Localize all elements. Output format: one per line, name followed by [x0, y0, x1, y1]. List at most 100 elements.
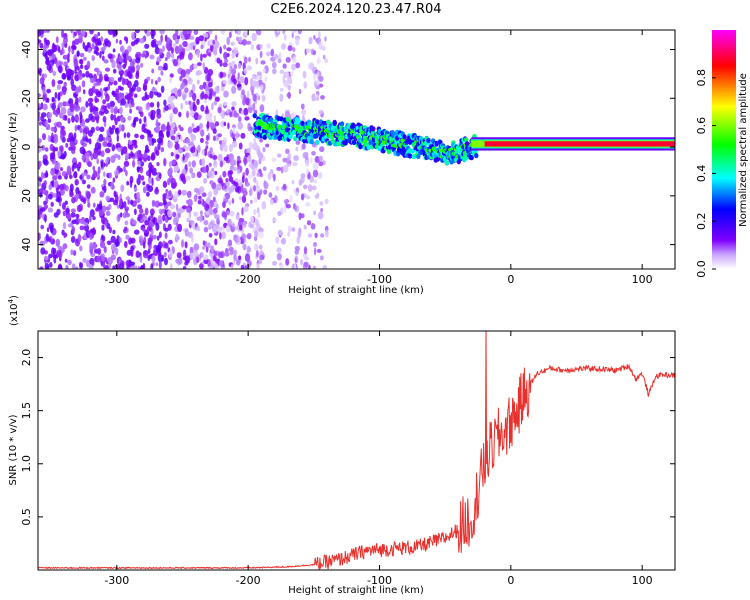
spectrogram-noise-blob: [65, 143, 69, 148]
spectrogram-trace-blob: [343, 140, 348, 146]
spectrogram-noise-blob: [52, 70, 57, 76]
spectrogram-noise-blob: [94, 110, 99, 118]
spectrogram-noise-blob: [228, 67, 232, 76]
spectrogram-noise-blob: [211, 182, 217, 190]
spectrogram-noise-blob: [230, 41, 235, 46]
spectrogram-noise-blob: [196, 79, 200, 85]
spectrogram-noise-blob: [158, 48, 163, 55]
spectrogram-noise-blob: [149, 90, 154, 99]
spectrogram-noise-blob: [212, 207, 218, 214]
spectrogram-noise-blob: [316, 248, 322, 253]
spectrogram-noise-blob: [122, 146, 128, 155]
spectrogram-noise-blob: [198, 263, 204, 269]
spectrogram-noise-blob: [67, 223, 73, 228]
spectrogram-noise-blob: [47, 193, 53, 200]
spectrogram-noise-blob: [162, 214, 166, 222]
spectrogram-noise-blob: [240, 110, 244, 115]
spectrogram-noise-blob: [70, 30, 74, 34]
spectrogram-noise-blob: [108, 172, 112, 179]
spectrogram-noise-blob: [112, 68, 117, 74]
spectrogram-noise-blob: [182, 40, 188, 48]
spectrogram-noise-blob: [175, 154, 180, 159]
spectrogram-noise-blob: [166, 51, 171, 59]
spectrogram-noise-blob: [148, 140, 153, 146]
spectrogram-noise-blob: [283, 164, 289, 173]
spectrogram-noise-blob: [83, 222, 89, 227]
spectrogram-noise-blob: [150, 78, 154, 85]
spectrogram-signal-trace: [252, 112, 675, 166]
spectrogram-noise-blob: [89, 106, 94, 113]
spectrogram-noise-blob: [175, 30, 179, 37]
spectrogram-noise-blob: [44, 255, 49, 261]
spectrogram-noise-blob: [182, 265, 187, 269]
spectrogram-noise-blob: [273, 217, 277, 223]
spectrogram-noise-blob: [322, 264, 328, 269]
spectrogram-noise-blob: [189, 35, 195, 40]
spectrogram-noise-blob: [107, 83, 111, 91]
spectrogram-noise-blob: [185, 68, 191, 75]
spectrogram-noise-blob: [57, 101, 63, 108]
x-tick-label: -200: [236, 574, 261, 587]
spectrogram-noise-blob: [203, 98, 207, 104]
spectrogram-noise-blob: [40, 115, 45, 122]
colorbar-label: Normalized spectral amplitude: [738, 73, 749, 227]
spectrogram-noise-blob: [124, 241, 128, 248]
spectrogram-noise-blob: [231, 101, 237, 107]
spectrogram-noise-blob: [235, 214, 240, 220]
spectrogram-noise-blob: [314, 80, 317, 88]
spectrogram-noise-blob: [133, 39, 139, 45]
spectrogram-noise-blob: [39, 266, 44, 269]
spectrogram-noise-blob: [293, 263, 297, 269]
x-tick-label: 0: [507, 273, 514, 286]
spectrogram-noise-blob: [244, 116, 250, 121]
spectrogram-noise-blob: [156, 40, 162, 46]
spectrogram-noise-blob: [191, 123, 195, 128]
spectrogram-noise-blob: [207, 68, 214, 76]
spectrogram-noise-blob: [305, 162, 310, 167]
spectrogram-noise-blob: [178, 124, 181, 129]
spectrogram-noise-blob: [320, 95, 325, 100]
spectrogram-noise-blob: [53, 135, 59, 144]
spectrogram-noise-blob: [321, 45, 326, 51]
spectrogram-noise-blob: [96, 255, 101, 263]
spectrogram-noise-blob: [100, 36, 104, 42]
spectrogram-noise-blob: [240, 264, 245, 269]
spectrogram-noise-blob: [144, 30, 148, 34]
spectrogram-noise-blob: [318, 109, 323, 115]
spectrogram-noise-blob: [266, 43, 271, 49]
spectrogram-noise-blob: [285, 148, 290, 154]
spectrogram-trace-blob: [474, 153, 479, 159]
spectrogram-noise-blob: [138, 118, 142, 125]
x-tick-label: 0: [507, 574, 514, 587]
spectrogram-noise-blob: [200, 251, 204, 259]
spectrogram-noise-blob: [79, 174, 83, 180]
spectrogram-noise-blob: [204, 85, 210, 92]
spectrogram-noise-blob: [86, 60, 91, 69]
spectrogram-noise-blob: [222, 62, 228, 68]
spectrogram-noise-blob: [45, 190, 49, 197]
spectrogram-noise-blob: [311, 151, 316, 156]
spectrogram-noise-blob: [88, 265, 94, 269]
spectrogram-noise-blob: [100, 46, 106, 52]
spectrogram-noise-blob: [129, 108, 133, 114]
spectrogram-noise-blob: [147, 248, 151, 255]
spectrogram-noise-blob: [112, 48, 116, 53]
spectrogram-noise-blob: [67, 57, 70, 63]
spectrogram-noise-blob: [202, 240, 206, 246]
spectrogram-noise-blob: [297, 30, 302, 35]
spectrogram-noise-blob: [136, 86, 142, 92]
spectrogram-noise-blob: [165, 42, 170, 49]
spectrogram-noise-blob: [90, 186, 96, 194]
spectrogram-noise-blob: [167, 223, 172, 231]
spectrogram-noise-blob: [39, 192, 43, 198]
spectrogram-noise-blob: [167, 140, 173, 149]
x-tick-label: -300: [104, 574, 129, 587]
spectrogram-noise-blob: [75, 86, 80, 95]
spectrogram-noise-blob: [242, 190, 248, 196]
spectrogram-noise-blob: [46, 63, 52, 71]
spectrogram-noise-blob: [117, 85, 122, 90]
spectrogram-noise-blob: [280, 43, 287, 50]
spectrogram-noise-blob: [99, 51, 102, 59]
spectrogram-noise-blob: [200, 104, 205, 112]
spectrogram-noise-blob: [259, 84, 264, 91]
